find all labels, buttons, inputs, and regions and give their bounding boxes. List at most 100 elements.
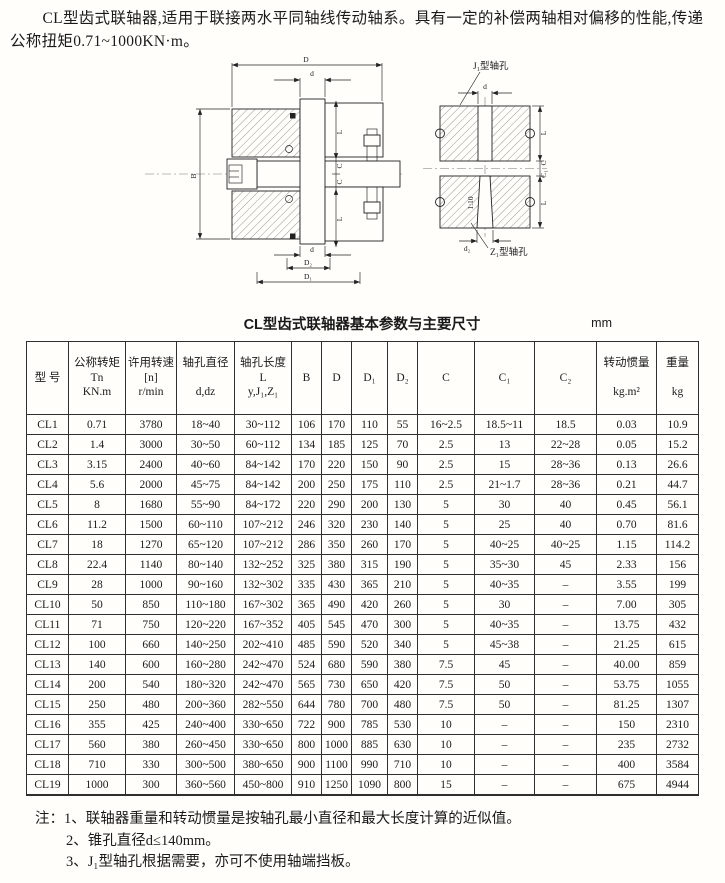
right-hub-upper xyxy=(324,102,384,158)
dim-label-d: d xyxy=(310,245,314,254)
value-cell: 530 xyxy=(387,714,418,735)
value-cell: 2732 xyxy=(656,734,699,755)
model-cell: CL17 xyxy=(26,734,69,755)
value-cell: 235 xyxy=(596,734,657,755)
value-cell: 450~800 xyxy=(234,774,292,796)
value-cell: 0.03 xyxy=(596,414,657,435)
value-cell: 0.05 xyxy=(596,434,657,455)
value-cell: 330~650 xyxy=(234,734,292,755)
value-cell: 7.5 xyxy=(417,674,475,695)
value-cell: 290 xyxy=(321,494,352,515)
value-cell: 25 xyxy=(474,514,535,535)
dim-label-D2: D₂ xyxy=(304,258,312,267)
value-cell: 110 xyxy=(351,414,388,435)
value-cell: 170 xyxy=(387,534,418,555)
value-cell: 40.00 xyxy=(596,654,657,675)
value-cell: 7.5 xyxy=(417,654,475,675)
value-cell: – xyxy=(474,714,535,735)
dim-label-B: B xyxy=(189,173,198,178)
value-cell: 480 xyxy=(125,694,177,715)
col-header-bore-diameter: 轴孔直径 d,dz xyxy=(176,341,235,415)
value-cell: 260 xyxy=(351,534,388,555)
value-cell: 55~90 xyxy=(176,494,235,515)
value-cell: 246 xyxy=(291,514,322,535)
value-cell: – xyxy=(534,714,597,735)
value-cell: 8 xyxy=(68,494,126,515)
value-cell: 1680 xyxy=(125,494,177,515)
value-cell: 50 xyxy=(474,694,535,715)
value-cell: 50 xyxy=(474,674,535,695)
value-cell: 22.4 xyxy=(68,554,126,575)
value-cell: 242~470 xyxy=(234,654,292,675)
value-cell: 81.25 xyxy=(596,694,657,715)
value-cell: 10 xyxy=(417,734,475,755)
gear-detail xyxy=(290,113,296,119)
value-cell: 44.7 xyxy=(656,474,699,495)
right-bore-view: 1:10 d d₂ xyxy=(423,60,548,258)
value-cell: 7.5 xyxy=(417,694,475,715)
dim-label-C: C xyxy=(539,160,548,165)
model-cell: CL10 xyxy=(26,594,69,615)
value-cell: 644 xyxy=(291,694,322,715)
table-row: CL18 710 330 300~500 380~650 900 1100 990 710 10–… xyxy=(26,754,699,775)
value-cell: 100 xyxy=(68,634,126,655)
value-cell: 900 xyxy=(321,714,352,735)
value-cell: 21.25 xyxy=(596,634,657,655)
value-cell: 4944 xyxy=(656,774,699,796)
value-cell: – xyxy=(474,754,535,775)
model-cell: CL8 xyxy=(26,554,69,575)
value-cell: 10 xyxy=(417,754,475,775)
value-cell: 859 xyxy=(656,654,699,675)
value-cell: 160~280 xyxy=(176,654,235,675)
value-cell: 2000 xyxy=(125,474,177,495)
value-cell: 330~650 xyxy=(234,714,292,735)
model-cell: CL18 xyxy=(26,754,69,775)
value-cell: 10.9 xyxy=(656,414,699,435)
value-cell: 325 xyxy=(291,554,322,575)
value-cell: 110~180 xyxy=(176,594,235,615)
value-cell: 70 xyxy=(387,434,418,455)
value-cell: 45 xyxy=(474,654,535,675)
value-cell: 110 xyxy=(387,474,418,495)
value-cell: 18.5 xyxy=(534,414,597,435)
model-cell: CL16 xyxy=(26,714,69,735)
value-cell: 5 xyxy=(417,594,475,615)
value-cell: – xyxy=(534,674,597,695)
col-header-model: 型 号 xyxy=(26,341,69,415)
parameters-table: 型 号 公称转矩 Tn KN.m 许用转速 [n] r/min 轴孔直径 d,d… xyxy=(26,341,699,796)
value-cell: 300 xyxy=(387,614,418,635)
value-cell: 13 xyxy=(474,434,535,455)
col-header-inertia: 转动惯量 kg.m² xyxy=(596,341,657,415)
note-item: 1、联轴器重量和转动惯量是按轴孔最小直径和最大长度计算的近似值。 xyxy=(64,811,521,827)
value-cell: 18~40 xyxy=(176,414,235,435)
value-cell: 13.75 xyxy=(596,614,657,635)
model-cell: CL11 xyxy=(26,614,69,635)
dim-label-L: L xyxy=(539,130,548,135)
value-cell: 210 xyxy=(387,574,418,595)
value-cell: 885 xyxy=(351,734,388,755)
value-cell: 130 xyxy=(387,494,418,515)
value-cell: 140~250 xyxy=(176,634,235,655)
model-cell: CL2 xyxy=(26,434,69,455)
dim-label-D1: D₁ xyxy=(304,272,312,281)
value-cell: 40~25 xyxy=(534,534,597,555)
value-cell: 5 xyxy=(417,574,475,595)
value-cell: 380~650 xyxy=(234,754,292,775)
value-cell: 565 xyxy=(291,674,322,695)
value-cell: 250 xyxy=(68,694,126,715)
gear-tooth xyxy=(285,145,293,153)
value-cell: 5 xyxy=(417,514,475,535)
value-cell: 55 xyxy=(387,414,418,435)
value-cell: 2.5 xyxy=(417,474,475,495)
value-cell: 1307 xyxy=(656,694,699,715)
value-cell: 30~112 xyxy=(234,414,292,435)
value-cell: 780 xyxy=(321,694,352,715)
dim-B: B xyxy=(189,108,230,240)
note-line: 2、锥孔直径d≤140mm。 xyxy=(35,831,725,853)
value-cell: – xyxy=(534,774,597,796)
value-cell: 730 xyxy=(321,674,352,695)
z1-leader-line xyxy=(470,222,489,249)
value-cell: 18 xyxy=(68,534,126,555)
sleeve-upper xyxy=(231,108,301,158)
value-cell: 340 xyxy=(387,634,418,655)
